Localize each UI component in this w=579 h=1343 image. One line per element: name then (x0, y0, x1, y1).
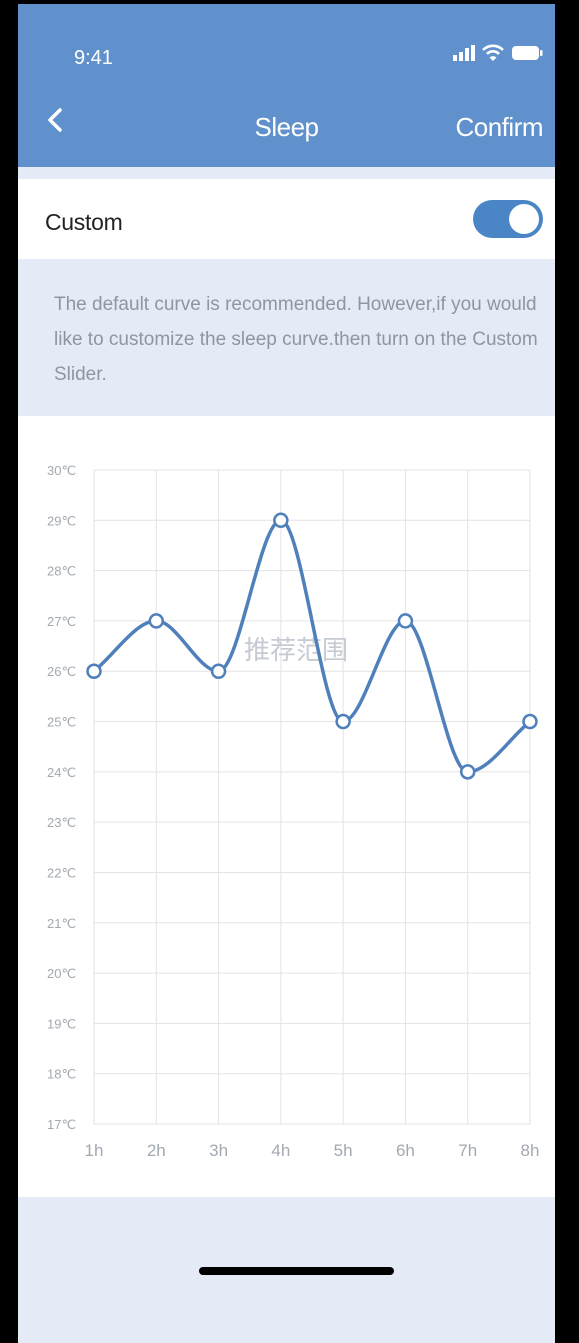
custom-label: Custom (45, 209, 123, 235)
data-point[interactable] (459, 764, 476, 780)
x-tick-label: 1h (85, 1141, 104, 1160)
x-tick-label: 2h (147, 1141, 166, 1160)
battery-icon (512, 46, 543, 60)
app-screen: 9:41 (18, 4, 555, 1343)
y-tick-label: 20℃ (47, 966, 76, 981)
x-tick-label: 6h (396, 1141, 415, 1160)
info-panel: The default curve is recommended. Howeve… (18, 259, 555, 416)
y-tick-label: 27℃ (47, 614, 76, 629)
data-point[interactable] (210, 663, 227, 679)
x-tick-label: 5h (334, 1141, 353, 1160)
y-tick-label: 22℃ (47, 865, 76, 880)
data-point[interactable] (522, 713, 538, 730)
toggle-knob (509, 204, 539, 234)
custom-toggle[interactable] (473, 200, 543, 238)
x-tick-label: 3h (209, 1141, 228, 1160)
y-tick-label: 19℃ (47, 1016, 76, 1031)
back-button[interactable] (42, 102, 72, 142)
sleep-curve-line (92, 518, 532, 774)
y-tick-label: 17℃ (47, 1117, 76, 1132)
info-text: The default curve is recommended. Howeve… (54, 294, 538, 385)
x-tick-label: 8h (521, 1141, 540, 1160)
custom-row: Custom (18, 179, 555, 259)
y-tick-label: 18℃ (47, 1067, 76, 1082)
data-point[interactable] (335, 713, 351, 730)
status-time: 9:41 (74, 47, 113, 69)
status-icons (453, 44, 543, 62)
x-tick-label: 7h (458, 1141, 477, 1160)
chevron-left-icon (48, 108, 62, 132)
data-point[interactable] (148, 613, 165, 629)
page-title: Sleep (254, 112, 320, 142)
y-tick-label: 23℃ (47, 815, 76, 830)
signal-icon (453, 45, 475, 61)
header-separator (18, 167, 555, 179)
x-tick-label: 4h (271, 1141, 290, 1160)
chart-svg[interactable]: 30℃ 29℃ 28℃ 27℃ 26℃ 25℃ 24℃ 23℃ 22℃ 21℃ 20℃ 19℃ 18℃ 1… (18, 416, 555, 1196)
confirm-button[interactable]: Confirm (455, 112, 543, 142)
home-indicator (199, 1267, 394, 1275)
y-tick-label: 25℃ (47, 715, 76, 730)
y-tick-label: 21℃ (47, 916, 76, 931)
data-point[interactable] (273, 512, 289, 529)
data-point[interactable] (397, 613, 414, 629)
y-tick-label: 28℃ (47, 564, 76, 579)
y-tick-label: 30℃ (47, 463, 76, 478)
wifi-icon (482, 44, 504, 61)
sleep-curve-chart[interactable]: 30℃ 29℃ 28℃ 27℃ 26℃ 25℃ 24℃ 23℃ 22℃ 21℃ 20℃ 19℃ 18℃ 1… (18, 416, 555, 1196)
header-bar: 9:41 (18, 4, 555, 167)
data-point[interactable] (86, 663, 102, 679)
chart-watermark: 推荐范围 (244, 636, 348, 666)
y-tick-label: 24℃ (47, 765, 76, 780)
y-tick-label: 29℃ (47, 513, 76, 528)
y-tick-label: 26℃ (47, 664, 76, 679)
